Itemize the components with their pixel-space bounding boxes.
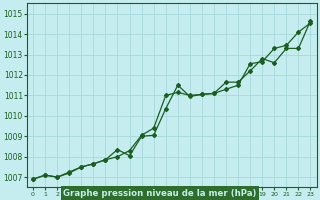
Text: Graphe pression niveau de la mer (hPa): Graphe pression niveau de la mer (hPa) (63, 189, 257, 198)
